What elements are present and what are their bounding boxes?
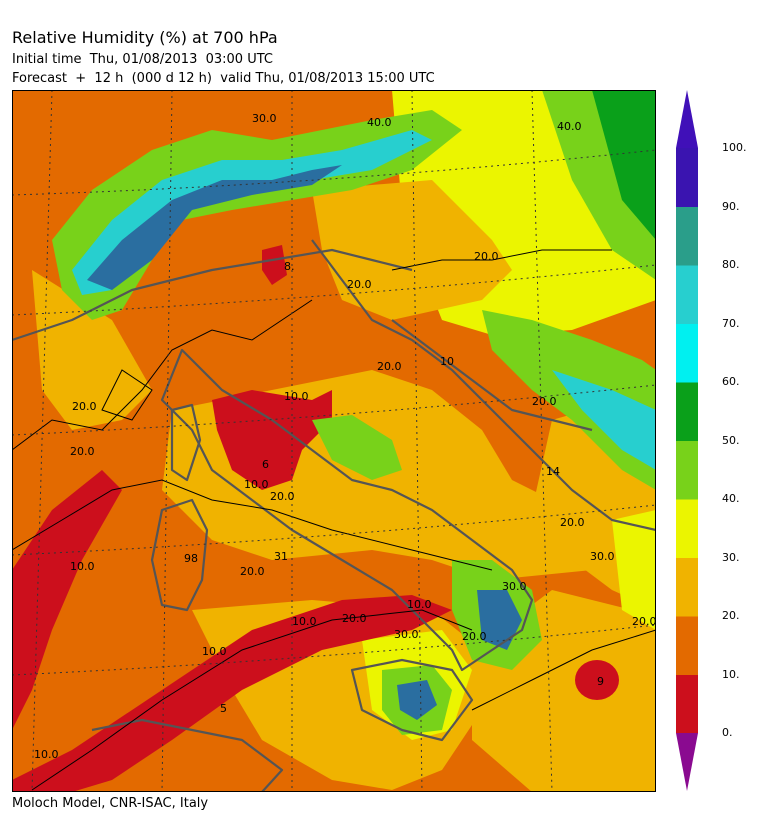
island-blue-core bbox=[397, 680, 437, 720]
contour-label: 6 bbox=[262, 458, 269, 471]
humidity-map: 30.0 40.0 8. 20.0 20.0 20.0 10 20.0 20.0… bbox=[12, 90, 656, 792]
italy-coastline bbox=[160, 348, 534, 672]
corsica bbox=[170, 403, 202, 482]
red-north-patch bbox=[262, 245, 287, 285]
sicily bbox=[350, 658, 474, 742]
contour-label: 20.0 bbox=[240, 565, 265, 578]
scale-tick-label: 90. bbox=[722, 199, 740, 213]
alps-border bbox=[12, 248, 413, 342]
scale-bin bbox=[676, 674, 698, 734]
balkan-border bbox=[391, 319, 593, 432]
scale-tick-label: 10. bbox=[722, 667, 740, 681]
central-storm-cells bbox=[312, 415, 402, 480]
south-blue-cores bbox=[477, 590, 522, 650]
amber-west bbox=[32, 270, 152, 430]
alps-cyan-cores bbox=[72, 130, 432, 295]
contour-label: 14 bbox=[546, 465, 560, 478]
model-credit: Moloch Model, CNR-ISAC, Italy bbox=[12, 796, 209, 811]
coastlines bbox=[12, 239, 656, 792]
red-southeast-patch bbox=[575, 660, 619, 700]
red-central-patch bbox=[212, 390, 332, 490]
wet-cells bbox=[52, 110, 656, 735]
contour-label: 40.0 bbox=[557, 120, 582, 133]
scale-bin bbox=[676, 382, 698, 441]
yellow-east bbox=[612, 510, 656, 630]
scale-bin bbox=[676, 206, 698, 266]
contour-label: 30.0 bbox=[252, 112, 277, 125]
east-cyan-cores bbox=[552, 370, 656, 470]
scale-tick-label: 30. bbox=[722, 550, 740, 564]
adriatic-coast bbox=[311, 239, 656, 532]
contour-label: 10.0 bbox=[407, 598, 432, 611]
contour-label: 20.0 bbox=[347, 278, 372, 291]
scale-tick-label: 80. bbox=[722, 258, 740, 271]
contour-label: 20.0 bbox=[377, 360, 402, 373]
scale-tick-label: 60. bbox=[722, 375, 740, 388]
red-south-band bbox=[12, 595, 452, 792]
contour-label: 30.0 bbox=[502, 580, 527, 593]
sardinia bbox=[150, 498, 209, 612]
contour-label: 5 bbox=[220, 702, 227, 715]
map-frame bbox=[12, 90, 656, 792]
contour-label: 10.0 bbox=[34, 748, 59, 761]
contour-lines bbox=[12, 249, 656, 791]
scale-over-cap bbox=[676, 90, 698, 148]
contour-label: 31 bbox=[274, 550, 288, 563]
tunisia-coast bbox=[91, 718, 284, 792]
contour-label: 20.0 bbox=[560, 516, 585, 529]
scale-tick-label: 100. bbox=[722, 141, 747, 154]
scale-tick-label: 40. bbox=[722, 492, 740, 505]
chart-title: Relative Humidity (%) at 700 hPa bbox=[12, 28, 278, 47]
scale-bin bbox=[676, 499, 698, 558]
contour-label: 20.0 bbox=[474, 250, 499, 263]
contour-label: 20.0 bbox=[270, 490, 295, 503]
scale-bin bbox=[676, 323, 698, 383]
scale-tick-label: 50. bbox=[722, 433, 740, 447]
contour-label: 20.0 bbox=[462, 630, 487, 643]
contour-label: 10.0 bbox=[284, 390, 309, 403]
graticule bbox=[12, 90, 656, 792]
contour-label: 10.0 bbox=[70, 560, 95, 573]
contour-label: 20.0 bbox=[532, 395, 557, 408]
initial-time: Initial time Thu, 01/08/2013 03:00 UTC bbox=[12, 52, 273, 67]
scale-tick-label: 70. bbox=[722, 316, 740, 330]
scale-bin bbox=[676, 265, 698, 324]
contour-labels: 30.0 40.0 8. 20.0 20.0 20.0 10 20.0 20.0… bbox=[34, 112, 656, 761]
scale-tick-label: 0. bbox=[722, 726, 733, 739]
scale-tick-label: 20. bbox=[722, 609, 740, 622]
alps-blue-cores bbox=[87, 165, 342, 290]
contour-label: 20.0 bbox=[70, 445, 95, 458]
scale-bin bbox=[676, 557, 698, 617]
contour-label: 20.0 bbox=[72, 400, 97, 413]
scale-bin bbox=[676, 616, 698, 675]
contour-label: 30.0 bbox=[590, 550, 615, 563]
amber-north bbox=[312, 180, 512, 320]
contour-label: 20.0 bbox=[342, 612, 367, 625]
contour-label: 10 bbox=[440, 355, 454, 368]
contour-label: 98 bbox=[184, 552, 198, 565]
contour-label: 10.0 bbox=[292, 615, 317, 628]
contour-label: 10.0 bbox=[202, 645, 227, 658]
contour-label: 20.0 bbox=[632, 615, 656, 628]
green-north bbox=[592, 90, 656, 240]
east-storm-cells bbox=[482, 310, 656, 490]
contour-label: 30.0 bbox=[394, 628, 419, 641]
contour-label: 9 bbox=[597, 675, 604, 688]
contour-label: 40.0 bbox=[367, 116, 392, 129]
contour-label: 8. bbox=[284, 260, 295, 273]
forecast-time: Forecast + 12 h (000 d 12 h) valid Thu, … bbox=[12, 71, 435, 86]
contour-label: 10.0 bbox=[244, 478, 269, 491]
color-scale bbox=[676, 90, 698, 791]
scale-bin bbox=[676, 148, 698, 207]
scale-bin bbox=[676, 440, 698, 500]
scale-under-cap bbox=[676, 733, 698, 791]
